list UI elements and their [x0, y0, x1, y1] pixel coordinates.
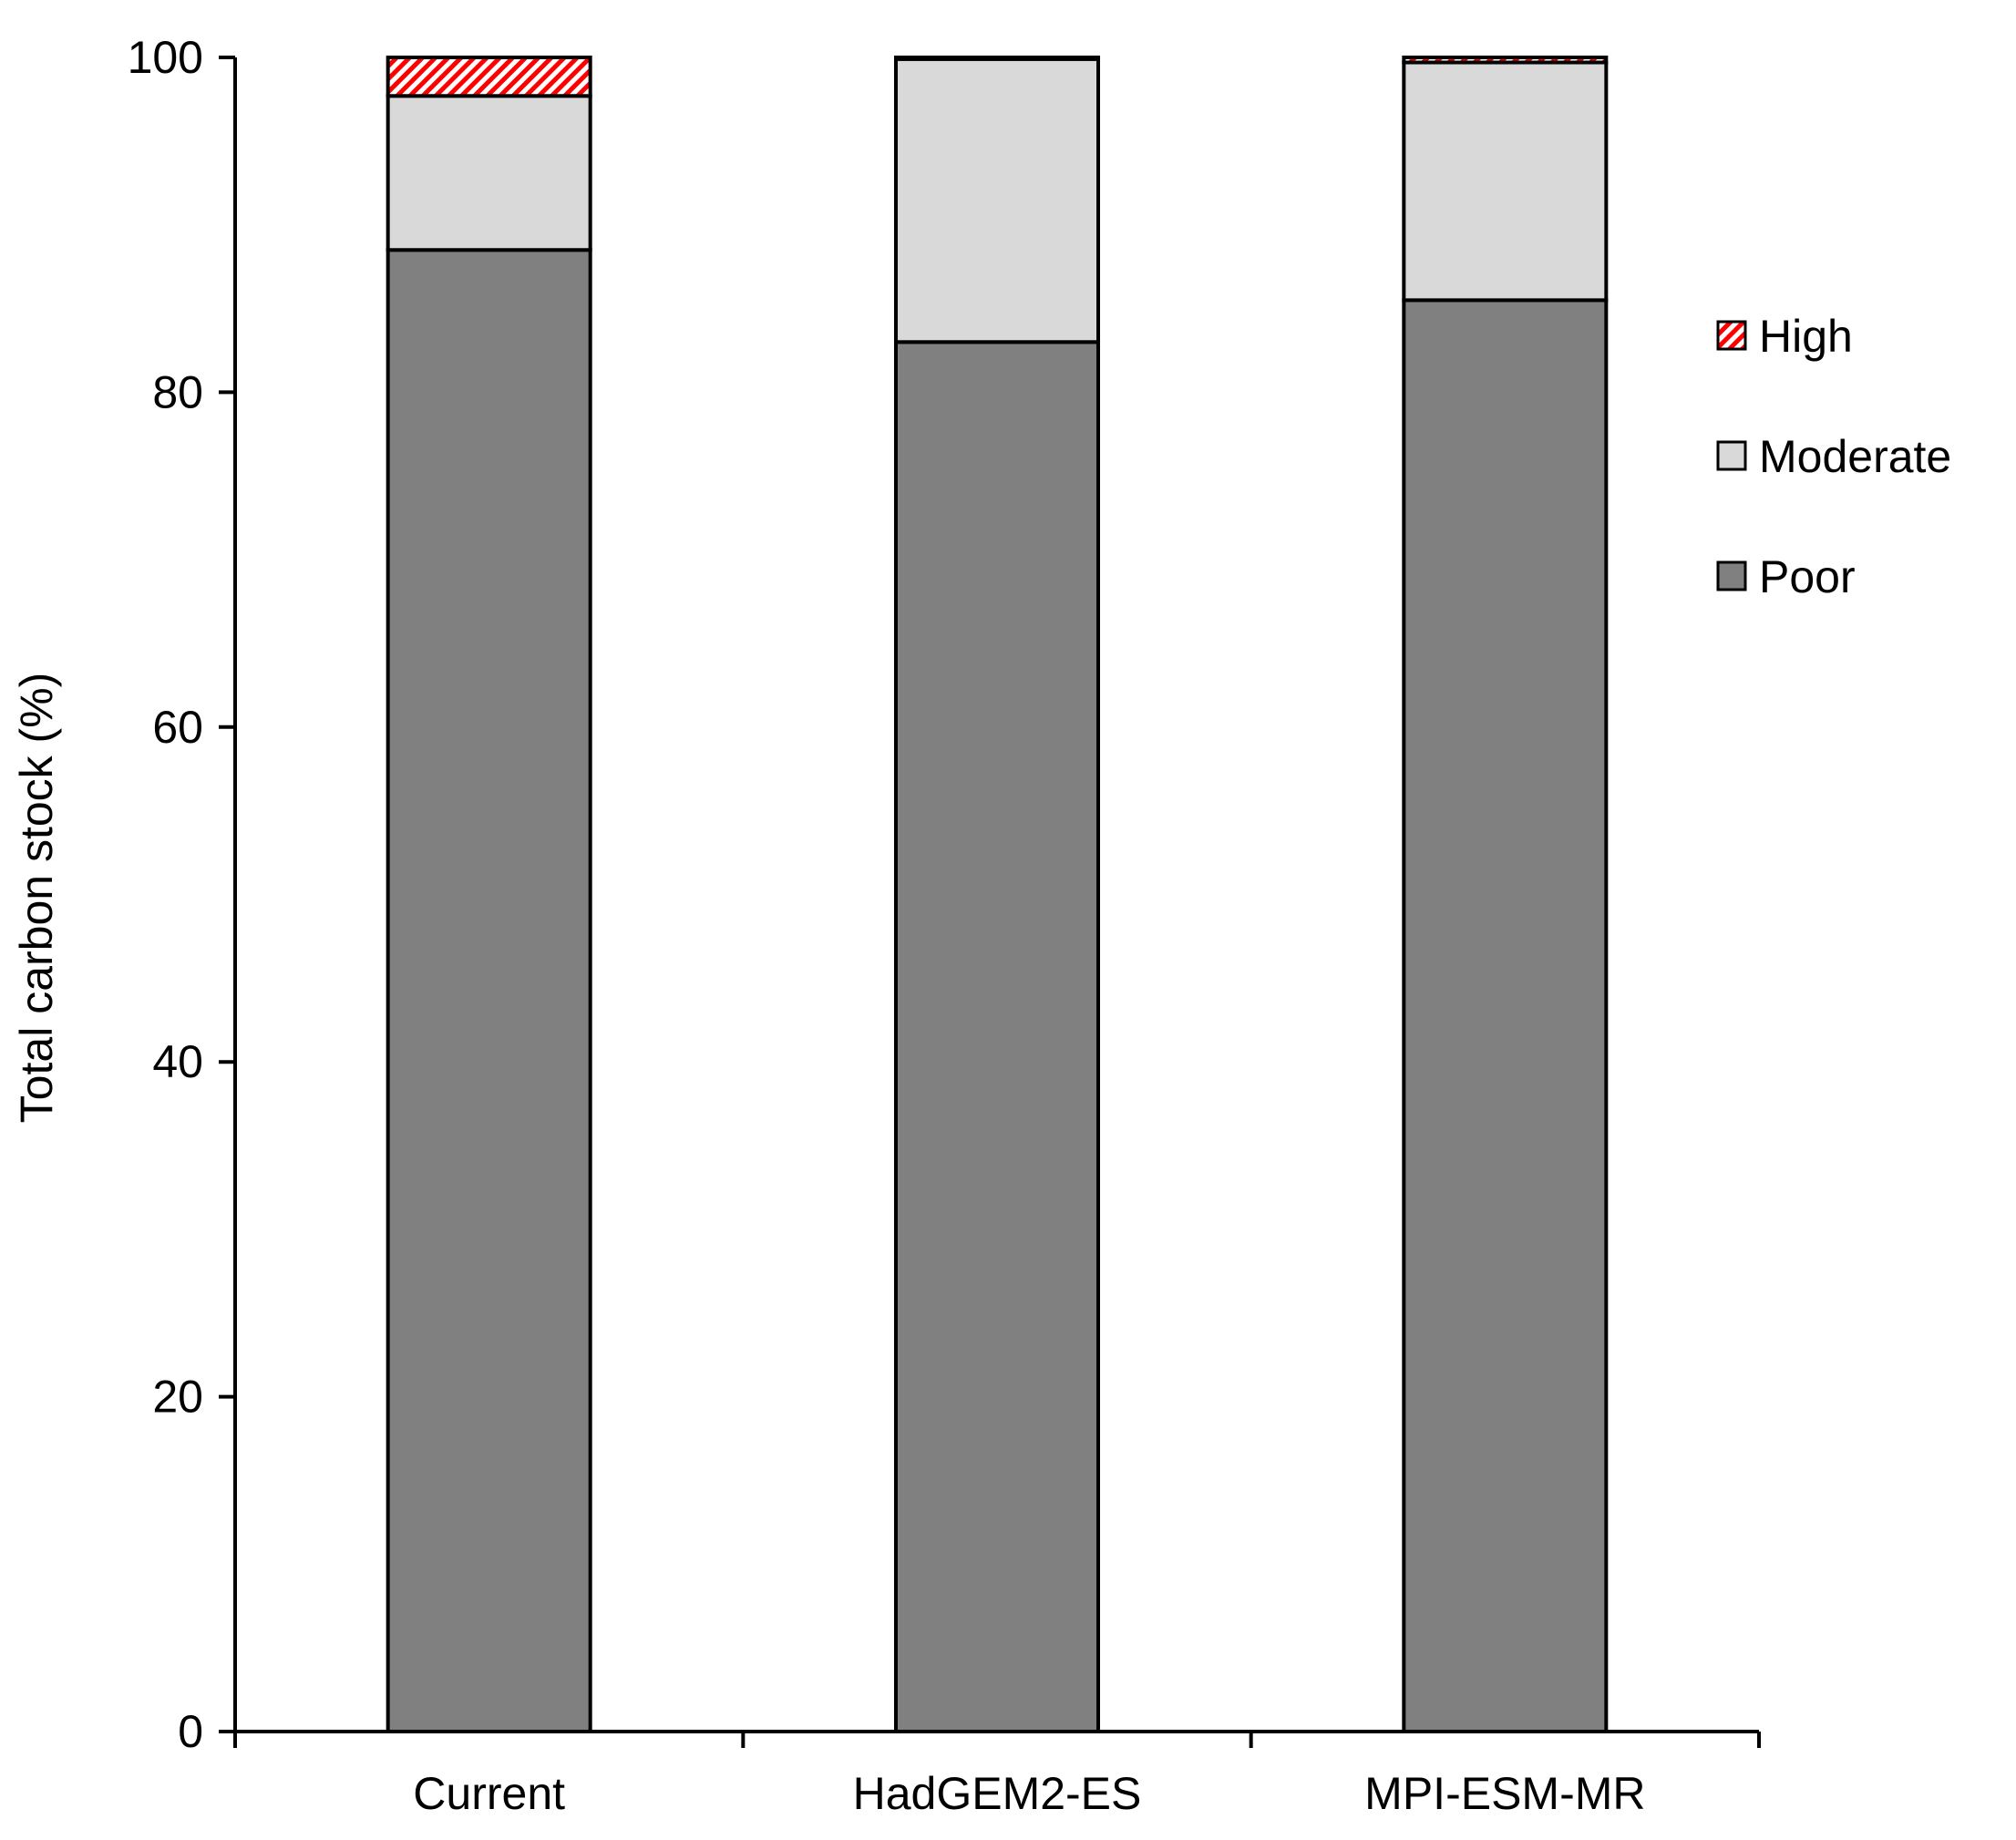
y-ticks: 0 20 40 60 80 100 [128, 32, 235, 1757]
y-tick-label: 80 [152, 366, 203, 417]
bar-segment-poor [894, 340, 1100, 1733]
y-tick-label: 0 [178, 1706, 203, 1757]
bar-segment-high [1402, 56, 1609, 65]
x-tick-label: MPI-ESM-MR [1364, 1768, 1645, 1819]
x-tick-label: Current [413, 1768, 565, 1819]
legend-label-moderate: Moderate [1759, 431, 1951, 482]
y-tick-label: 20 [152, 1372, 203, 1423]
bar-segment-high [894, 56, 1100, 61]
bar-segment-moderate [1402, 60, 1609, 303]
bar-segment-moderate [894, 57, 1100, 344]
x-tick-label: HadGEM2-ES [853, 1768, 1142, 1819]
y-axis-title: Total carbon stock (%) [11, 673, 62, 1124]
legend-label-poor: Poor [1759, 551, 1856, 602]
x-ticks: Current HadGEM2-ES MPI-ESM-MR [233, 1732, 1761, 1819]
bar-segment-moderate [386, 94, 592, 252]
legend-swatch-poor [1716, 560, 1747, 591]
y-tick-label: 40 [152, 1036, 203, 1087]
bar-segment-high [386, 56, 592, 98]
bars-layer [386, 56, 1609, 1733]
bar-segment-poor [1402, 298, 1609, 1733]
y-tick-label: 100 [128, 32, 203, 83]
y-tick-label: 60 [152, 702, 203, 753]
legend-swatch-moderate [1716, 440, 1747, 471]
legend-swatch-high [1716, 320, 1747, 351]
legend-label-high: High [1759, 311, 1853, 362]
legend: High Moderate Poor [1716, 311, 1951, 602]
bar-segment-poor [386, 248, 592, 1733]
plot-area: 0 20 40 60 80 100 Current HadGEM2-ES MPI-ESM-MR [128, 32, 1761, 1819]
